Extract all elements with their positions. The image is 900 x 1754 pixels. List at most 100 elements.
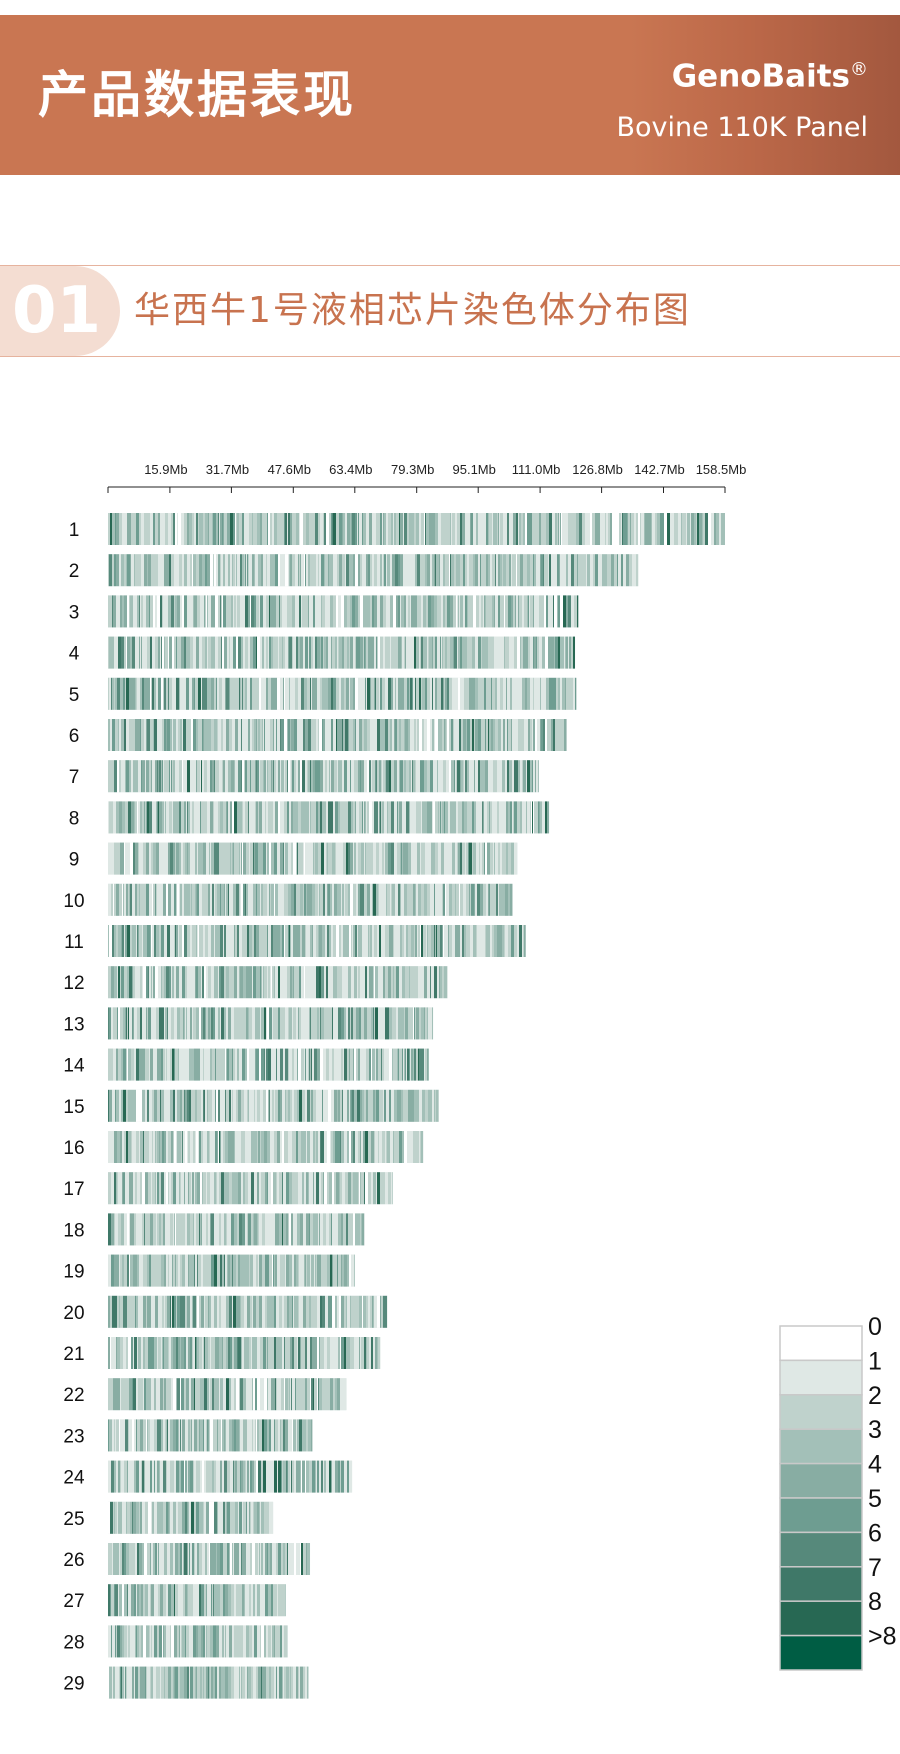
density-stripe bbox=[116, 925, 118, 957]
density-stripe bbox=[159, 1172, 161, 1205]
density-stripe bbox=[203, 1254, 205, 1287]
density-stripe bbox=[119, 1419, 120, 1452]
density-stripe bbox=[292, 513, 293, 545]
density-stripe bbox=[247, 677, 250, 710]
density-stripe bbox=[204, 1460, 206, 1493]
density-stripe bbox=[122, 760, 123, 793]
density-stripe bbox=[271, 636, 272, 669]
density-stripe bbox=[202, 677, 204, 710]
density-stripe bbox=[344, 677, 346, 710]
density-stripe bbox=[163, 1460, 166, 1493]
density-stripe bbox=[266, 1625, 268, 1658]
density-stripe bbox=[262, 1419, 264, 1452]
density-stripe bbox=[182, 1254, 185, 1287]
density-stripe bbox=[465, 760, 467, 793]
density-stripe bbox=[129, 1172, 131, 1205]
density-stripe bbox=[237, 1337, 238, 1369]
density-stripe bbox=[311, 1007, 314, 1040]
density-stripe bbox=[244, 1089, 247, 1122]
density-stripe bbox=[296, 1007, 298, 1040]
density-stripe bbox=[205, 1007, 206, 1040]
density-stripe bbox=[252, 1460, 254, 1493]
density-stripe bbox=[144, 1213, 145, 1246]
density-stripe bbox=[270, 595, 273, 628]
density-stripe bbox=[203, 1337, 204, 1369]
density-stripe bbox=[117, 1337, 120, 1369]
density-stripe bbox=[648, 513, 650, 545]
chromosome-label: 21 bbox=[63, 1344, 84, 1365]
density-stripe bbox=[209, 1089, 212, 1122]
density-stripe bbox=[498, 883, 499, 916]
density-stripe bbox=[326, 513, 329, 545]
x-tick-label: 95.1Mb bbox=[453, 462, 496, 477]
density-stripe bbox=[261, 1666, 262, 1699]
density-stripe bbox=[172, 966, 174, 999]
density-stripe bbox=[381, 1295, 383, 1328]
density-stripe bbox=[330, 1131, 331, 1163]
density-stripe bbox=[225, 677, 226, 710]
density-stripe bbox=[207, 1089, 208, 1122]
density-stripe bbox=[204, 1337, 205, 1369]
density-stripe bbox=[236, 1666, 239, 1699]
density-stripe bbox=[182, 1295, 185, 1328]
density-stripe bbox=[177, 1007, 180, 1040]
density-stripe bbox=[471, 513, 473, 545]
density-stripe bbox=[313, 966, 316, 999]
density-stripe bbox=[134, 1666, 135, 1699]
density-stripe bbox=[163, 1048, 165, 1081]
density-stripe bbox=[252, 1378, 253, 1411]
density-stripe bbox=[374, 554, 375, 587]
density-stripe bbox=[138, 1666, 140, 1699]
density-stripe bbox=[325, 760, 327, 793]
density-stripe bbox=[185, 1501, 187, 1534]
density-stripe bbox=[349, 1254, 351, 1287]
density-stripe bbox=[292, 636, 293, 669]
density-stripe bbox=[311, 1254, 314, 1287]
density-stripe bbox=[404, 801, 406, 834]
density-stripe bbox=[193, 1131, 195, 1163]
density-stripe bbox=[286, 883, 288, 916]
density-stripe bbox=[484, 842, 485, 875]
density-stripe bbox=[480, 883, 483, 916]
density-stripe bbox=[486, 554, 488, 587]
density-stripe bbox=[323, 801, 326, 834]
density-stripe bbox=[444, 513, 447, 545]
density-stripe bbox=[315, 513, 318, 545]
density-stripe bbox=[136, 1213, 139, 1246]
density-stripe bbox=[154, 677, 156, 710]
density-stripe bbox=[483, 513, 486, 545]
density-stripe bbox=[129, 677, 132, 710]
density-stripe bbox=[571, 513, 572, 545]
density-stripe bbox=[360, 966, 363, 999]
density-stripe bbox=[466, 677, 469, 710]
density-stripe bbox=[174, 636, 176, 669]
density-stripe bbox=[236, 883, 239, 916]
density-stripe bbox=[329, 760, 330, 793]
density-stripe bbox=[219, 513, 220, 545]
density-stripe bbox=[314, 1048, 317, 1081]
density-stripe bbox=[459, 883, 460, 916]
density-stripe bbox=[502, 554, 503, 587]
density-stripe bbox=[289, 1213, 291, 1246]
density-stripe bbox=[182, 595, 184, 628]
density-stripe bbox=[432, 1007, 434, 1040]
density-stripe bbox=[306, 1213, 307, 1246]
density-stripe bbox=[500, 513, 501, 545]
density-stripe bbox=[267, 925, 268, 957]
density-stripe bbox=[537, 677, 539, 710]
density-stripe bbox=[433, 760, 434, 793]
density-stripe bbox=[112, 1625, 115, 1658]
density-stripe bbox=[133, 1625, 135, 1658]
density-stripe bbox=[403, 554, 406, 587]
density-stripe bbox=[160, 1584, 163, 1617]
density-stripe bbox=[414, 719, 416, 751]
density-stripe bbox=[305, 1254, 306, 1287]
density-stripe bbox=[231, 1378, 234, 1411]
density-stripe bbox=[249, 966, 252, 999]
density-stripe bbox=[184, 595, 187, 628]
density-stripe bbox=[108, 554, 109, 587]
density-stripe bbox=[427, 760, 430, 793]
density-stripe bbox=[269, 1501, 271, 1534]
density-stripe bbox=[158, 1543, 159, 1575]
density-stripe bbox=[116, 883, 119, 916]
